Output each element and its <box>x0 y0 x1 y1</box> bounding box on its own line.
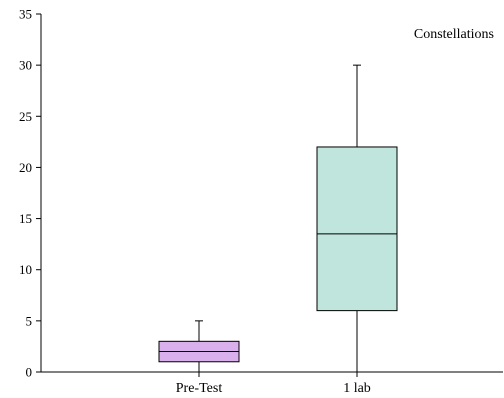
x-category-label: 1 lab <box>343 381 371 396</box>
y-tick-label: 20 <box>19 160 32 175</box>
iqr-box <box>316 146 398 312</box>
x-axis: Pre-Test 1 lab <box>41 371 503 396</box>
box-series <box>158 64 398 372</box>
y-axis: 0 5 10 15 20 25 30 35 <box>19 7 42 380</box>
y-tick-label: 25 <box>19 109 32 124</box>
y-tick-label: 35 <box>19 7 32 22</box>
y-tick-label: 10 <box>19 262 32 277</box>
box-1 <box>158 320 240 372</box>
box-2 <box>316 64 398 372</box>
y-tick-label: 5 <box>26 313 33 328</box>
x-category-label: Pre-Test <box>176 381 223 396</box>
chart-title: Constellations <box>414 27 494 42</box>
y-tick-label: 30 <box>19 58 32 73</box>
y-tick-label: 15 <box>19 211 32 226</box>
y-tick-label: 0 <box>26 365 33 380</box>
